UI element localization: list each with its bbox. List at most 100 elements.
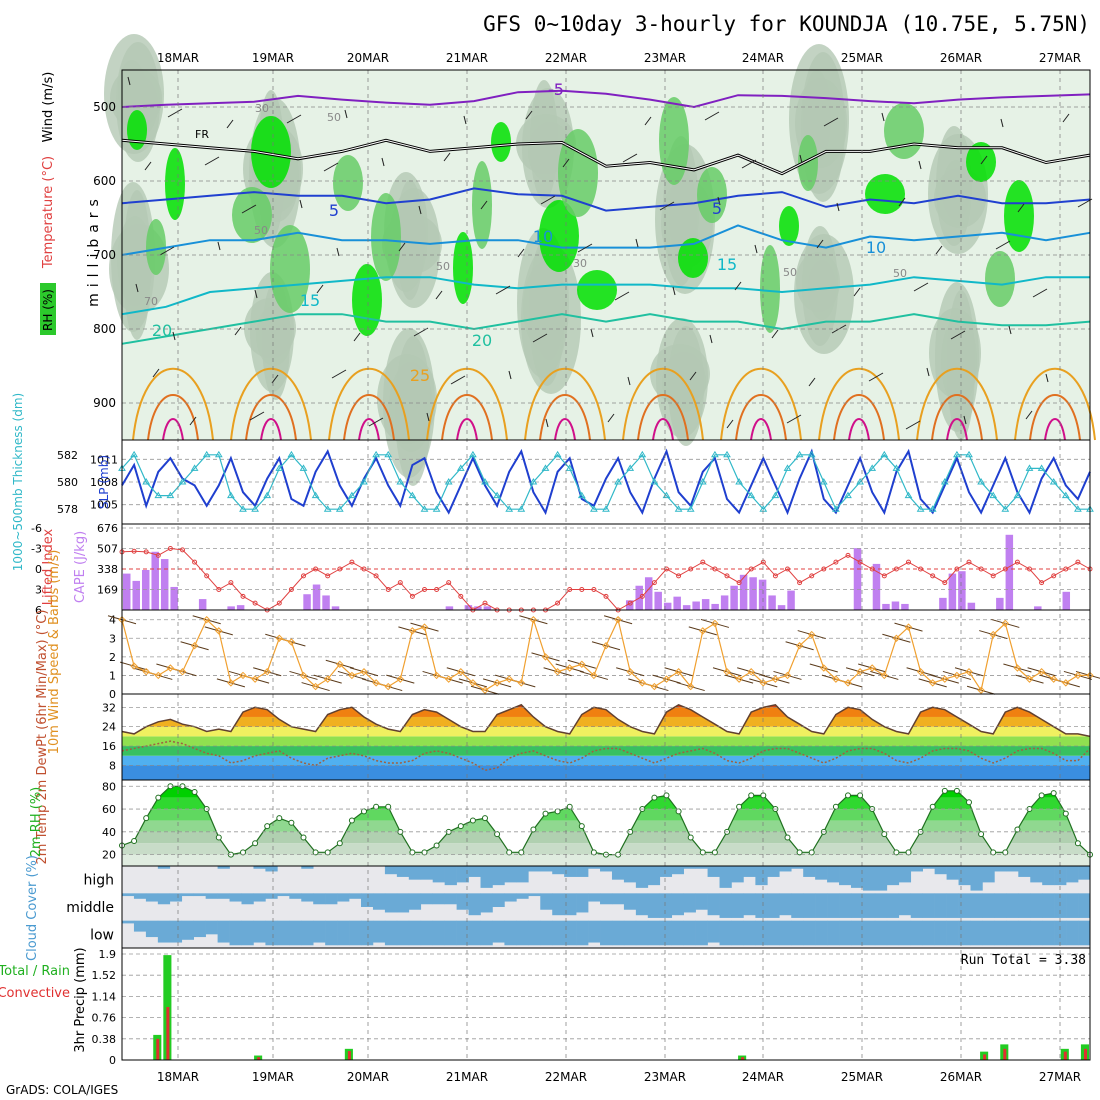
rh-high-shade — [491, 122, 511, 162]
thickness-point — [214, 450, 223, 458]
wind-barb — [881, 112, 885, 122]
wind-speed-point — [263, 668, 271, 676]
lifted-index-point — [216, 587, 222, 592]
cloud-cell-low — [157, 920, 171, 943]
thickness-point — [323, 505, 332, 512]
rh-point — [506, 849, 513, 856]
lifted-index-point — [869, 566, 875, 572]
rh-point — [348, 817, 355, 824]
rh-point — [953, 787, 960, 794]
isotherm-30-loop — [931, 394, 983, 441]
wind-barb — [635, 238, 639, 248]
isotherm-25-loop — [622, 367, 704, 441]
lifted-index-point — [821, 566, 827, 572]
lifted-index-point — [228, 580, 234, 586]
cloud-cell-middle — [396, 893, 410, 913]
cape-bar — [160, 559, 169, 610]
lifted-index-point — [325, 573, 331, 579]
cloud-cell-high — [611, 866, 625, 880]
cloud-cell-middle — [157, 893, 171, 905]
precip-tick-label: 1.52 — [92, 969, 117, 982]
thickness-point — [602, 505, 610, 512]
cloud-cell-high — [791, 866, 804, 869]
wind-speed-point — [517, 679, 526, 687]
wind-speed-point — [686, 682, 695, 691]
cloud-cell-low — [492, 920, 505, 943]
thickness-tick-label: 580 — [57, 476, 78, 489]
cloud-cell-middle — [635, 893, 649, 916]
cloud-cell-middle — [922, 893, 935, 918]
isotherm-35-loop — [162, 418, 184, 441]
precip-convective-bar — [1083, 1048, 1087, 1060]
wind-barb — [398, 242, 406, 252]
isotherm-label: 50 — [436, 260, 450, 273]
rh-point — [143, 815, 150, 822]
thickness-point — [420, 505, 429, 512]
cape-bar — [227, 606, 235, 610]
wind-tick-label: 4 — [109, 614, 116, 627]
thickness-axis-label: 1000~500mb Thickness (dm) — [11, 393, 25, 571]
wind-speed-point — [916, 668, 925, 676]
wind-barb — [299, 199, 303, 209]
cloud-cell-middle — [862, 893, 876, 918]
wind-barb — [935, 245, 943, 255]
cloud-cell-middle — [468, 893, 481, 916]
wind-barb — [926, 367, 930, 377]
cloud-cell-low — [372, 920, 386, 943]
isotherm-10 — [121, 224, 1091, 256]
cloud-cell-high — [253, 866, 266, 869]
cloud-cell-low — [253, 920, 266, 943]
cloud-cell-low — [1042, 920, 1055, 946]
cape-bar — [331, 606, 340, 610]
thickness-point — [977, 478, 985, 485]
rh-tick-label: 60 — [102, 803, 116, 816]
cloud-cell-low — [635, 920, 649, 946]
wind-barb — [1062, 113, 1070, 123]
cloud-cell-low — [420, 920, 434, 946]
cloud-cell-low — [695, 920, 708, 946]
thickness-point — [384, 450, 393, 458]
cape-bar — [474, 606, 482, 610]
cape-tick-label: 338 — [97, 563, 118, 576]
wind-barb — [159, 246, 175, 256]
rh-point — [191, 788, 198, 795]
isotherm-fr-inner — [121, 139, 1091, 175]
wind-tick-label: 1 — [109, 669, 116, 682]
isotherm-label: 30 — [255, 102, 269, 115]
lifted-index-point — [143, 549, 149, 555]
lifted-index-point — [446, 580, 452, 586]
cloud-cell-high — [671, 866, 684, 875]
date-label-top: 26MAR — [940, 51, 982, 65]
cloud-cell-low — [133, 920, 147, 932]
cloud-cell-high — [540, 866, 553, 872]
isotherm-35-loop — [652, 418, 674, 441]
wind-speed-point — [396, 675, 405, 683]
date-label-top: 22MAR — [545, 51, 587, 65]
lifted-index-point — [1002, 566, 1008, 572]
cloud-cell-low — [743, 920, 756, 946]
cape-bar — [1005, 534, 1014, 610]
cape-bar — [303, 594, 311, 610]
thickness-point — [795, 450, 804, 458]
cloud-cell-high — [1018, 866, 1031, 877]
wind-barb — [331, 369, 347, 379]
thickness-point — [529, 478, 538, 485]
cloud-cell-high — [1066, 866, 1079, 883]
precip-tick-label: 1.9 — [99, 948, 117, 961]
wind-barb — [717, 196, 721, 206]
isotherm-label: 10 — [866, 238, 886, 257]
cloud-cell-high — [420, 866, 434, 880]
cloud-cell-low — [1078, 920, 1091, 946]
cloud-cell-low — [325, 920, 338, 946]
cloud-cell-high — [910, 866, 923, 872]
lifted-index-point — [204, 573, 210, 579]
thickness-point — [880, 450, 889, 458]
cloud-cell-low — [432, 920, 445, 946]
wind-barb — [344, 109, 348, 119]
cloud-cell-middle — [1006, 893, 1019, 918]
cloud-cell-high — [576, 866, 589, 877]
pressure-tick-label: 900 — [93, 396, 116, 410]
rh-point — [457, 823, 464, 830]
isotherm-30-loop — [343, 394, 395, 441]
wind-speed-point — [771, 675, 780, 683]
